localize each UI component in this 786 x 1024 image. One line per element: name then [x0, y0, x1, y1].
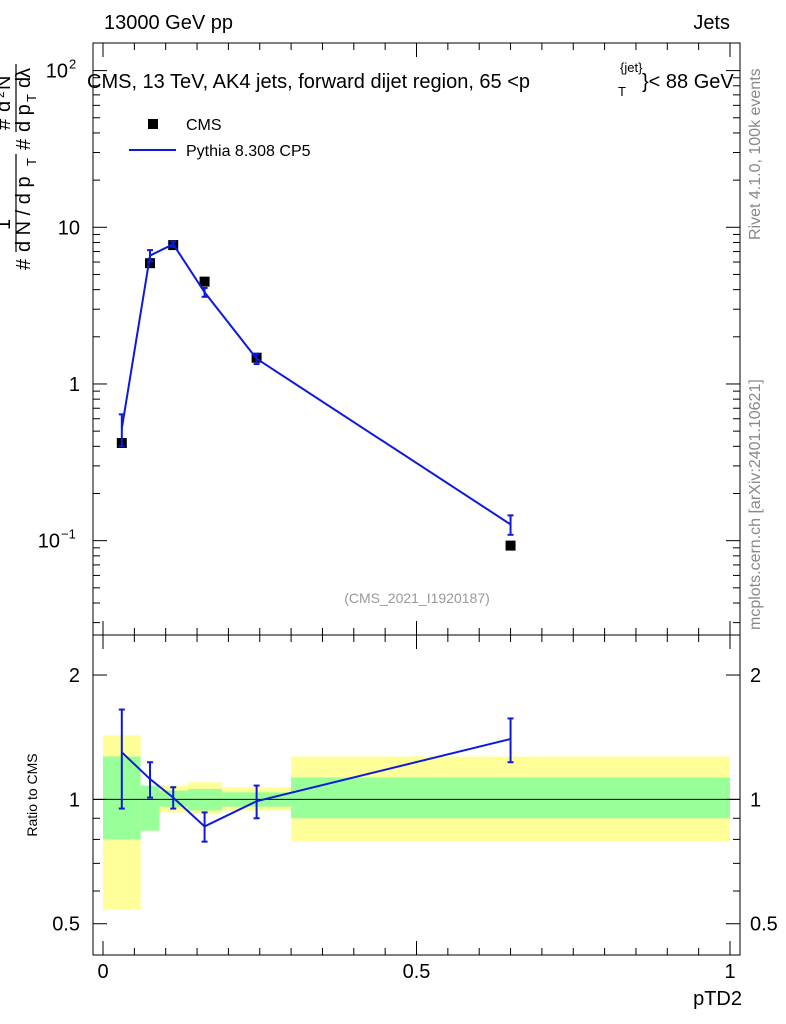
- legend: CMS Pythia 8.308 CP5: [129, 117, 311, 160]
- title-tail: }< 88 GeV: [642, 71, 734, 93]
- svg-text:d: d: [0, 101, 15, 112]
- title-subscript: T: [618, 84, 626, 99]
- svg-text:T: T: [24, 94, 39, 102]
- legend-mc-label: Pythia 8.308 CP5: [186, 143, 311, 160]
- svg-text:#: #: [13, 258, 35, 270]
- x-tick-label: 0.5: [403, 961, 431, 983]
- x-tick-label: 0: [97, 961, 108, 983]
- ratio-y-tick-label-right: 2: [750, 665, 761, 687]
- main-y-label: # d N / d p T 1 # d p T d λ # d 2 N: [0, 64, 39, 270]
- cms-point: [199, 276, 210, 287]
- mcplots-label: mcplots.cern.ch [arXiv:2401.10621]: [747, 379, 764, 630]
- svg-text:N: N: [0, 76, 15, 90]
- svg-text:2: 2: [0, 91, 7, 98]
- ratio-y-tick-label: 2: [69, 665, 80, 687]
- ratio-y-tick-label-right: 0.5: [750, 914, 778, 936]
- ratio-y-tick-label: 1: [69, 789, 80, 811]
- mc-ratio-line: [121, 738, 511, 828]
- rivet-label: Rivet 4.1.0, 100k events: [747, 68, 764, 240]
- mc-line: [120, 242, 512, 526]
- x-tick-label: 1: [724, 961, 735, 983]
- ratio-y-label: Ratio to CMS: [24, 753, 40, 836]
- ratio-band-inner: [140, 785, 160, 831]
- svg-text:d N / d p: d N / d p: [13, 176, 35, 252]
- energy-label: 13000 GeV pp: [104, 12, 233, 34]
- legend-cms-marker: [148, 119, 158, 129]
- ratio-band-inner: [291, 777, 730, 819]
- svg-text:1: 1: [0, 219, 15, 230]
- ratio-y-tick-label: 0.5: [52, 914, 80, 936]
- x-axis-label: pTD2: [693, 988, 742, 1010]
- svg-text:#: #: [13, 138, 35, 150]
- y-tick-label: 10: [46, 61, 68, 83]
- ratio-bands: [93, 735, 740, 910]
- plot-title: CMS, 13 TeV, AK4 jets, forward dijet reg…: [87, 60, 734, 99]
- svg-text:d p: d p: [13, 104, 35, 132]
- y-tick-label: 10: [58, 217, 80, 239]
- ratio-y-tick-label-right: 1: [750, 789, 761, 811]
- legend-cms-label: CMS: [186, 117, 222, 134]
- ratio-series: [118, 708, 514, 843]
- title-superscript: {jet}: [620, 60, 643, 75]
- svg-text:λ: λ: [13, 68, 35, 78]
- y-tick-exponent: −1: [61, 527, 76, 542]
- cms-point: [145, 258, 156, 269]
- y-tick-exponent: 2: [69, 57, 76, 72]
- svg-text:d: d: [13, 77, 35, 88]
- process-label: Jets: [693, 12, 730, 34]
- y-tick-label: 1: [69, 374, 80, 396]
- y-tick-label: 10: [38, 531, 60, 553]
- title-main: CMS, 13 TeV, AK4 jets, forward dijet reg…: [87, 71, 530, 93]
- main-series: [116, 240, 516, 551]
- cms-point: [505, 540, 516, 551]
- svg-text:T: T: [24, 158, 39, 166]
- analysis-id: (CMS_2021_I1920187): [344, 590, 490, 606]
- svg-text:#: #: [0, 118, 15, 130]
